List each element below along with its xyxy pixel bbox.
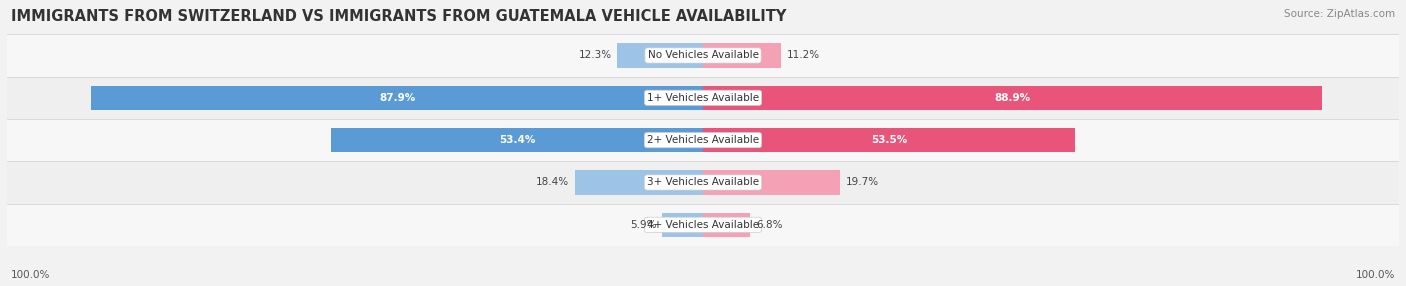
Bar [617,43,703,68]
Text: Source: ZipAtlas.com: Source: ZipAtlas.com [1284,9,1395,19]
Text: No Vehicles Available: No Vehicles Available [648,51,758,60]
Text: IMMIGRANTS FROM SWITZERLAND VS IMMIGRANTS FROM GUATEMALA VEHICLE AVAILABILITY: IMMIGRANTS FROM SWITZERLAND VS IMMIGRANT… [11,9,786,23]
Bar [332,128,703,152]
Text: 19.7%: 19.7% [845,178,879,187]
Text: 3+ Vehicles Available: 3+ Vehicles Available [647,178,759,187]
Bar [7,34,1399,77]
Text: 18.4%: 18.4% [536,178,569,187]
Text: 100.0%: 100.0% [1355,270,1395,280]
Text: 100.0%: 100.0% [11,270,51,280]
Bar [703,128,1076,152]
Bar [7,77,1399,119]
Text: 6.8%: 6.8% [756,220,782,230]
Text: 53.4%: 53.4% [499,135,536,145]
Bar [703,86,1322,110]
Text: 87.9%: 87.9% [380,93,415,103]
Text: 2+ Vehicles Available: 2+ Vehicles Available [647,135,759,145]
Text: 88.9%: 88.9% [994,93,1031,103]
Text: 53.5%: 53.5% [872,135,907,145]
Text: 12.3%: 12.3% [579,51,612,60]
Text: 11.2%: 11.2% [786,51,820,60]
Bar [703,212,751,237]
Bar [91,86,703,110]
Bar [703,170,841,195]
Bar [7,204,1399,246]
Bar [575,170,703,195]
Bar [662,212,703,237]
Text: 4+ Vehicles Available: 4+ Vehicles Available [647,220,759,230]
Bar [703,43,780,68]
Text: 5.9%: 5.9% [630,220,657,230]
Bar [7,119,1399,161]
Bar [7,161,1399,204]
Text: 1+ Vehicles Available: 1+ Vehicles Available [647,93,759,103]
